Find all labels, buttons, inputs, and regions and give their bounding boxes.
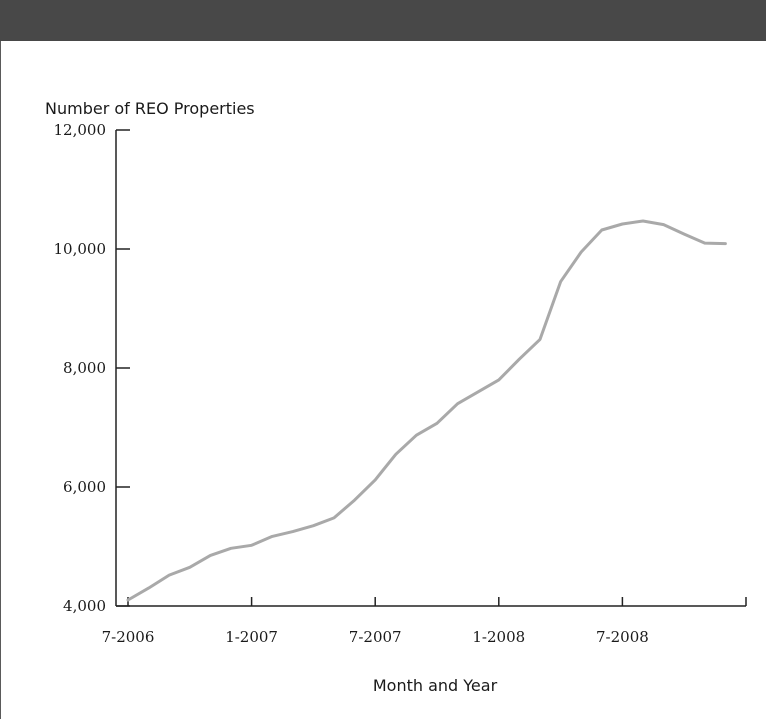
y-tick-label: 10,000 bbox=[54, 240, 107, 258]
x-axis-title: Month and Year bbox=[373, 676, 498, 695]
x-ticks: 7-2006 1-2007 7-2007 1-2008 7-2008 bbox=[102, 597, 747, 646]
x-tick-label: 1-2008 bbox=[472, 628, 525, 646]
x-tick-label: 7-2008 bbox=[596, 628, 649, 646]
x-tick-label: 7-2006 bbox=[102, 628, 155, 646]
series-line bbox=[126, 219, 727, 602]
frame-border bbox=[0, 41, 7, 719]
y-ticks: 4,000 6,000 8,000 10,000 12,000 bbox=[54, 121, 130, 615]
y-tick-label: 8,000 bbox=[63, 359, 106, 377]
x-tick-label: 7-2007 bbox=[349, 628, 402, 646]
x-tick-label: 1-2007 bbox=[225, 628, 278, 646]
y-tick-label: 4,000 bbox=[63, 597, 106, 615]
y-tick-label: 6,000 bbox=[63, 478, 106, 496]
header-bar bbox=[0, 0, 766, 41]
y-tick-label: 12,000 bbox=[54, 121, 107, 139]
y-axis-title: Number of REO Properties bbox=[45, 99, 255, 118]
